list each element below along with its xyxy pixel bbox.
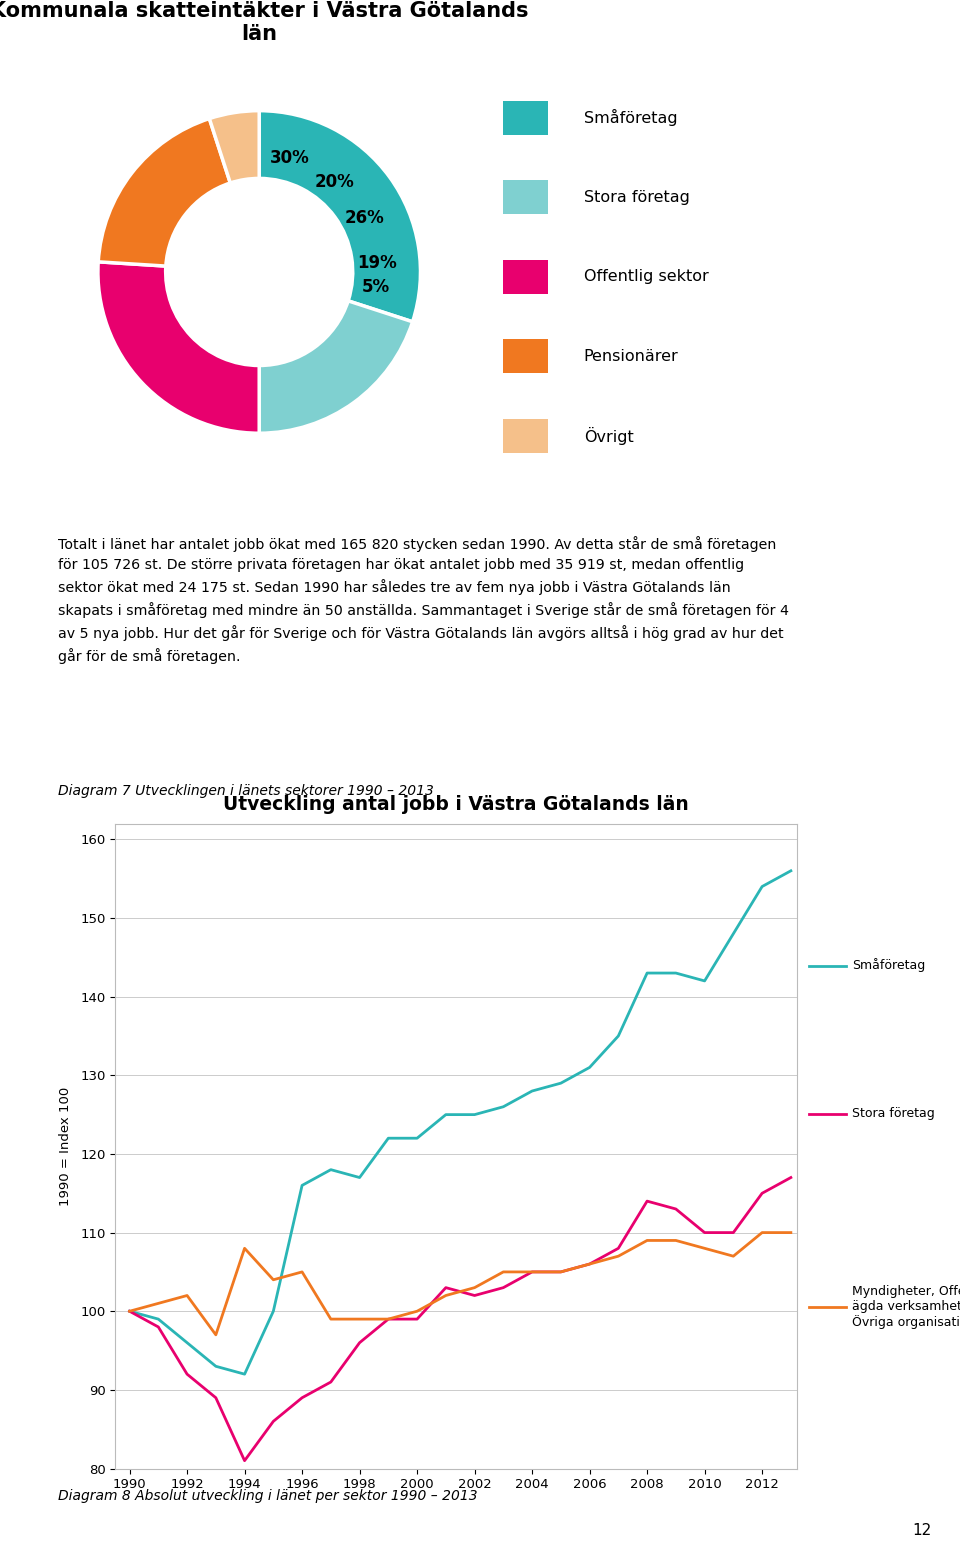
Y-axis label: 1990 = Index 100: 1990 = Index 100	[59, 1086, 72, 1206]
Wedge shape	[98, 118, 230, 266]
Text: Övrigt: Övrigt	[584, 427, 634, 444]
Text: Diagram 7 Utvecklingen i länets sektorer 1990 – 2013: Diagram 7 Utvecklingen i länets sektorer…	[58, 783, 434, 799]
Text: Småföretag: Småföretag	[852, 959, 925, 973]
Wedge shape	[259, 301, 413, 434]
Text: Offentlig sektor: Offentlig sektor	[584, 269, 708, 284]
Wedge shape	[98, 261, 259, 434]
Text: Småföretag: Småföretag	[584, 109, 678, 126]
Title: Kommunala skatteintäkter i Västra Götalands
län: Kommunala skatteintäkter i Västra Götala…	[0, 2, 528, 45]
Text: 26%: 26%	[345, 210, 384, 227]
Text: Totalt i länet har antalet jobb ökat med 165 820 stycken sedan 1990. Av detta st: Totalt i länet har antalet jobb ökat med…	[58, 536, 788, 665]
FancyBboxPatch shape	[503, 180, 547, 214]
Text: 12: 12	[912, 1523, 931, 1538]
FancyBboxPatch shape	[503, 420, 547, 452]
Text: Diagram 8 Absolut utveckling i länet per sektor 1990 – 2013: Diagram 8 Absolut utveckling i länet per…	[58, 1489, 477, 1503]
Wedge shape	[259, 110, 420, 322]
Text: 19%: 19%	[357, 253, 396, 272]
FancyBboxPatch shape	[503, 260, 547, 294]
Text: Stora företag: Stora företag	[852, 1108, 935, 1120]
Text: 5%: 5%	[362, 278, 390, 297]
Text: Stora företag: Stora företag	[584, 190, 689, 205]
Wedge shape	[209, 110, 259, 183]
Title: Utveckling antal jobb i Västra Götalands län: Utveckling antal jobb i Västra Götalands…	[223, 794, 688, 814]
Text: 20%: 20%	[315, 172, 355, 191]
FancyBboxPatch shape	[503, 339, 547, 373]
Text: Myndigheter, Offentligt
ägda verksamheter,
Övriga organisationer: Myndigheter, Offentligt ägda verksamhete…	[852, 1285, 960, 1329]
FancyBboxPatch shape	[503, 101, 547, 135]
Text: 30%: 30%	[270, 149, 309, 168]
Text: Pensionärer: Pensionärer	[584, 348, 679, 364]
